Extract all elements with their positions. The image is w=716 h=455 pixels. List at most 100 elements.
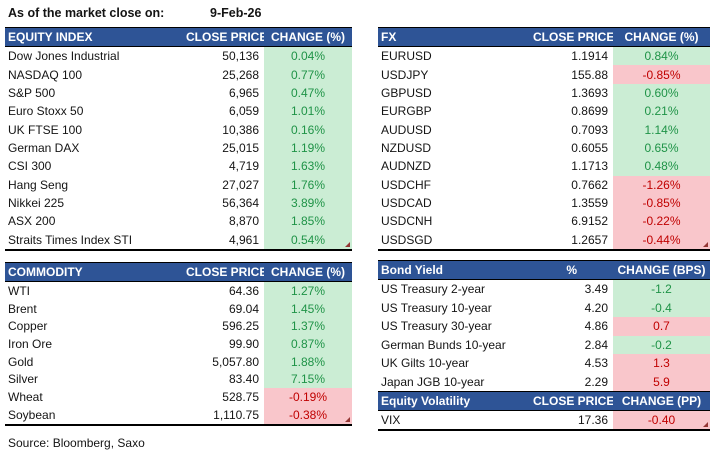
row-close-value: 64.36	[228, 283, 259, 298]
row-change-value: 1.76%	[264, 175, 352, 194]
as-of-date: 9-Feb-26	[210, 6, 262, 20]
row-label: Straits Times Index STI	[8, 232, 133, 247]
row-label: EURUSD	[381, 49, 432, 64]
row-change-value: 0.47%	[264, 83, 352, 103]
table-row: UK Gilts 10-year 4.53 1.3	[378, 354, 710, 373]
table-row: Iron Ore 99.90 0.87%	[5, 335, 352, 353]
row-close-value: 56,364	[222, 196, 259, 211]
row-close-value: 1,110.75	[213, 407, 259, 422]
table-row: USDCHF 0.7662 -1.26%	[378, 175, 710, 194]
row-change-value: -1.26%	[613, 175, 710, 194]
table-row: GBPUSD 1.3693 0.60%	[378, 83, 710, 103]
table-title: FX	[381, 30, 397, 44]
row-close-value: 50,136	[222, 49, 259, 64]
table-row: UK FTSE 100 10,386 0.16%	[5, 120, 352, 139]
row-label: Wheat	[8, 389, 43, 404]
row-change-value: -1.2	[613, 280, 710, 299]
row-change-value: -0.22%	[613, 212, 710, 231]
bond-yield-rows: US Treasury 2-year 3.49 -1.2 US Treasury 10…	[378, 280, 710, 391]
row-close-value: 25,015	[222, 140, 259, 155]
row-label: EURGBP	[381, 104, 432, 119]
column-header-close-price: CLOSE PRICE	[533, 394, 613, 408]
row-change-value: 0.48%	[613, 157, 710, 176]
row-label: Copper	[8, 319, 48, 334]
row-change-value: 5.9	[613, 372, 710, 391]
row-change-value: 0.65%	[613, 138, 710, 158]
table-title: Bond Yield	[381, 263, 444, 277]
table-row: German Bunds 10-year 2.84 -0.2	[378, 335, 710, 354]
row-close-value: 1.1713	[571, 159, 608, 174]
row-close-value: 8,870	[228, 214, 259, 229]
corner-mark-icon	[703, 241, 708, 247]
table-title: COMMODITY	[8, 265, 83, 279]
table-row: EURUSD 1.1914 0.84%	[378, 47, 710, 66]
row-close-value: 0.7093	[571, 122, 608, 137]
row-close-value: 4.53	[584, 356, 608, 371]
row-label: AUDUSD	[381, 122, 432, 137]
row-close-value: 1.3693	[571, 85, 608, 100]
table-row: Wheat 528.75 -0.19%	[5, 388, 352, 406]
row-close-value: 0.7662	[571, 177, 608, 192]
row-label: Euro Stoxx 50	[8, 104, 84, 119]
row-change-value: 1.88%	[264, 352, 352, 371]
table-row: Dow Jones Industrial 50,136 0.04%	[5, 47, 352, 66]
row-change-value: -0.85%	[613, 193, 710, 213]
table-title: EQUITY INDEX	[8, 30, 93, 44]
row-close-value: 1.2657	[571, 232, 608, 247]
row-change-value: 3.89%	[264, 193, 352, 213]
row-change-value: 0.60%	[613, 83, 710, 103]
row-label: USDSGD	[381, 232, 433, 247]
table-row: WTI 64.36 1.27%	[5, 282, 352, 300]
row-change-value: 1.45%	[264, 299, 352, 318]
table-row: VIX 17.36 -0.40	[378, 411, 710, 429]
row-label: UK FTSE 100	[8, 122, 83, 137]
table-row: USDCAD 1.3559 -0.85%	[378, 193, 710, 213]
equity-index-table: EQUITY INDEX CLOSE PRICE CHANGE (%) Dow …	[5, 27, 352, 251]
table-row: Japan JGB 10-year 2.29 5.9	[378, 372, 710, 391]
row-label: NASDAQ 100	[8, 67, 83, 82]
row-close-value: 155.88	[571, 67, 608, 82]
table-row: NASDAQ 100 25,268 0.77%	[5, 65, 352, 84]
row-close-value: 3.49	[584, 282, 608, 297]
row-close-value: 6,059	[228, 104, 259, 119]
table-row: Straits Times Index STI 4,961 0.54%	[5, 230, 352, 249]
column-header-close-price: CLOSE PRICE	[533, 30, 613, 44]
row-label: USDJPY	[381, 67, 429, 82]
column-header-change: CHANGE (%)	[271, 30, 345, 44]
corner-mark-icon	[703, 422, 708, 427]
table-row: AUDUSD 0.7093 1.14%	[378, 120, 710, 139]
table-row: US Treasury 2-year 3.49 -1.2	[378, 280, 710, 299]
row-label: Gold	[8, 354, 34, 369]
row-label: S&P 500	[8, 85, 56, 100]
row-change-value: -0.38%	[264, 405, 352, 424]
equity-volatility-header: Equity Volatility CLOSE PRICE CHANGE (PP…	[378, 391, 710, 411]
row-change-value: 1.01%	[264, 102, 352, 121]
row-label: Nikkei 225	[8, 196, 65, 211]
table-row: Brent 69.04 1.45%	[5, 299, 352, 318]
row-close-value: 5,057.80	[212, 354, 259, 369]
row-close-value: 1.1914	[571, 49, 608, 64]
table-row: CSI 300 4,719 1.63%	[5, 157, 352, 176]
as-of-label: As of the market close on:	[8, 6, 165, 20]
row-label: USDCNH	[381, 214, 433, 229]
row-close-value: 1.3559	[571, 196, 608, 211]
corner-mark-icon	[345, 416, 350, 422]
table-row: Soybean 1,110.75 -0.38%	[5, 405, 352, 424]
table-row: Nikkei 225 56,364 3.89%	[5, 193, 352, 213]
row-label: Soybean	[8, 407, 56, 422]
row-change-value: 0.54%	[264, 230, 352, 249]
row-close-value: 6.9152	[571, 214, 608, 229]
row-change-value: 0.16%	[264, 120, 352, 139]
row-label: USDCAD	[381, 196, 432, 211]
table-row: S&P 500 6,965 0.47%	[5, 83, 352, 103]
table-row: US Treasury 10-year 4.20 -0.4	[378, 298, 710, 317]
column-header-change-bps: CHANGE (BPS)	[617, 263, 706, 277]
table-row: Copper 596.25 1.37%	[5, 317, 352, 336]
fx-header: FX CLOSE PRICE CHANGE (%)	[378, 27, 710, 47]
table-row: Silver 83.40 7.15%	[5, 370, 352, 389]
row-change-value: 0.21%	[613, 102, 710, 121]
column-header-close-price: CLOSE PRICE	[186, 30, 264, 44]
row-change-value: -0.44%	[613, 230, 710, 249]
row-close-value: 17.36	[577, 413, 608, 427]
